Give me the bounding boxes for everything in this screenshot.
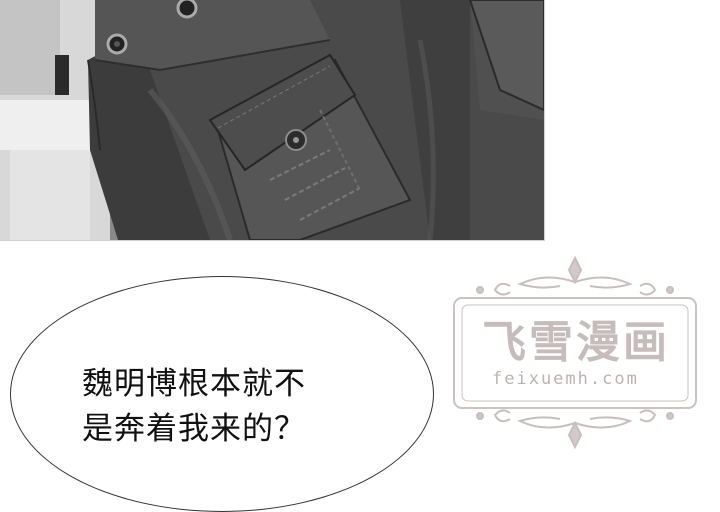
comic-panel-jacket	[0, 0, 545, 241]
watermark-url: feixuemh.com	[492, 369, 639, 389]
button-icon	[285, 129, 307, 151]
eyelet-icon	[176, 0, 198, 19]
speech-line-1: 魏明博根本就不	[82, 366, 306, 402]
watermark-title: 飞雪漫画	[482, 317, 670, 368]
eyelet-icon	[106, 33, 128, 55]
ornament-flourish	[476, 255, 674, 450]
speech-line-2: 是奔着我来的？	[82, 411, 306, 447]
speech-bubble-text: 魏明博根本就不 是奔着我来的？	[82, 362, 402, 452]
watermark-frame	[453, 255, 697, 450]
speech-bubble	[10, 276, 434, 512]
jacket-illustration	[0, 0, 544, 240]
